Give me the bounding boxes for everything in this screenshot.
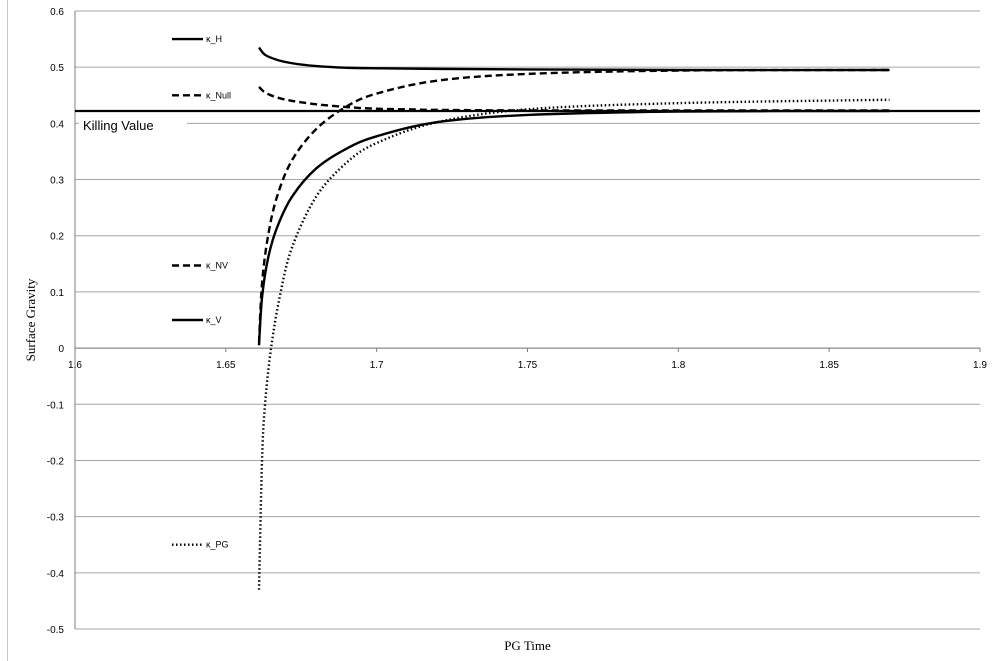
y-tick-label: 0.3 [50, 176, 64, 187]
y-tick-label: 0.1 [50, 288, 64, 299]
series-line-1 [258, 85, 890, 112]
y-tick-label: -0.2 [47, 456, 65, 467]
x-tick-label: 1.75 [518, 360, 538, 371]
series-line-2 [257, 68, 890, 343]
y-tick-label: -0.3 [47, 513, 65, 524]
y-tick-label: 0.4 [50, 119, 64, 130]
x-tick-label: 1.8 [671, 360, 685, 371]
y-tick-label: 0 [58, 344, 64, 355]
killing-value-label: Killing Value [83, 118, 154, 133]
series-line-4 [257, 98, 890, 590]
legend-label-0: κ_H [206, 34, 222, 44]
y-tick-label: -0.4 [47, 569, 65, 580]
series-line-0 [258, 46, 890, 72]
series-line-3 [257, 109, 890, 346]
left-rule [7, 0, 8, 661]
x-tick-label: 1.7 [370, 360, 384, 371]
x-axis-title: PG Time [504, 638, 551, 653]
y-tick-label: 0.2 [50, 232, 64, 243]
legend-label-4: κ_PG [206, 540, 229, 550]
x-tick-label: 1.65 [216, 360, 236, 371]
y-tick-label: 0.5 [50, 63, 64, 74]
legend-label-3: κ_V [206, 315, 222, 325]
x-tick-label: 1.85 [819, 360, 839, 371]
y-tick-label: 0.6 [50, 7, 64, 18]
y-tick-label: -0.5 [47, 625, 65, 636]
legend-label-1: κ_Null [206, 90, 231, 100]
y-tick-label: -0.1 [47, 400, 65, 411]
x-tick-label: 1.9 [973, 360, 987, 371]
legend-label-2: κ_NV [206, 261, 228, 271]
killing-value-label-bg [79, 117, 187, 134]
y-axis-title: Surface Gravity [23, 278, 38, 361]
x-tick-label: 1.6 [68, 360, 82, 371]
